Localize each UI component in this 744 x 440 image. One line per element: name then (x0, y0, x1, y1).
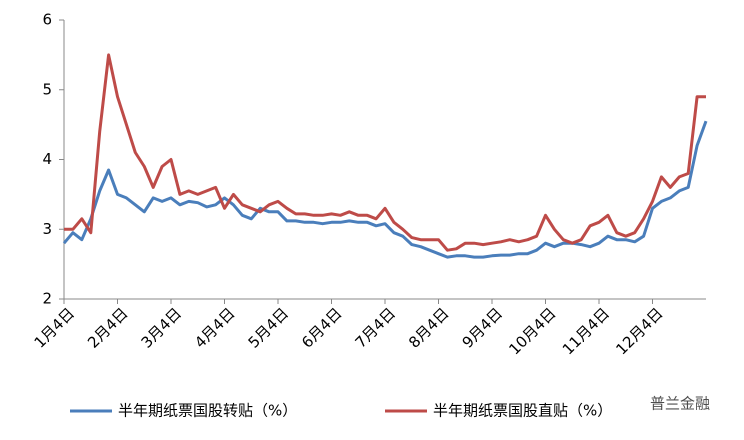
x-tick-label: 4月4日 (191, 304, 238, 351)
x-tick-label: 11月4日 (559, 304, 613, 358)
x-tick-label: 7月4日 (352, 304, 399, 351)
y-tick-label: 5 (42, 80, 52, 98)
x-tick-label: 6月4日 (298, 304, 345, 351)
y-tick-label: 2 (42, 290, 52, 308)
series-line (62, 120, 708, 259)
x-tick-label: 2月4日 (84, 304, 131, 351)
y-tick-label: 4 (42, 150, 52, 168)
watermark: 普兰金融 (650, 395, 710, 413)
x-tick-label: 9月4日 (459, 304, 506, 351)
x-tick-label: 8月4日 (405, 304, 452, 351)
x-tick-label: 12月4日 (612, 304, 666, 358)
legend-label: 半年期纸票国股直贴（%） (433, 402, 612, 420)
x-tick-label: 3月4日 (138, 304, 185, 351)
y-tick-label: 3 (42, 220, 52, 238)
x-tick-label: 10月4日 (505, 304, 559, 358)
x-tick-label: 1月4日 (31, 304, 78, 351)
x-tick-label: 5月4日 (245, 304, 292, 351)
series-line (64, 53, 706, 252)
legend-label: 半年期纸票国股转贴（%） (118, 402, 297, 420)
y-tick-label: 6 (42, 11, 52, 29)
